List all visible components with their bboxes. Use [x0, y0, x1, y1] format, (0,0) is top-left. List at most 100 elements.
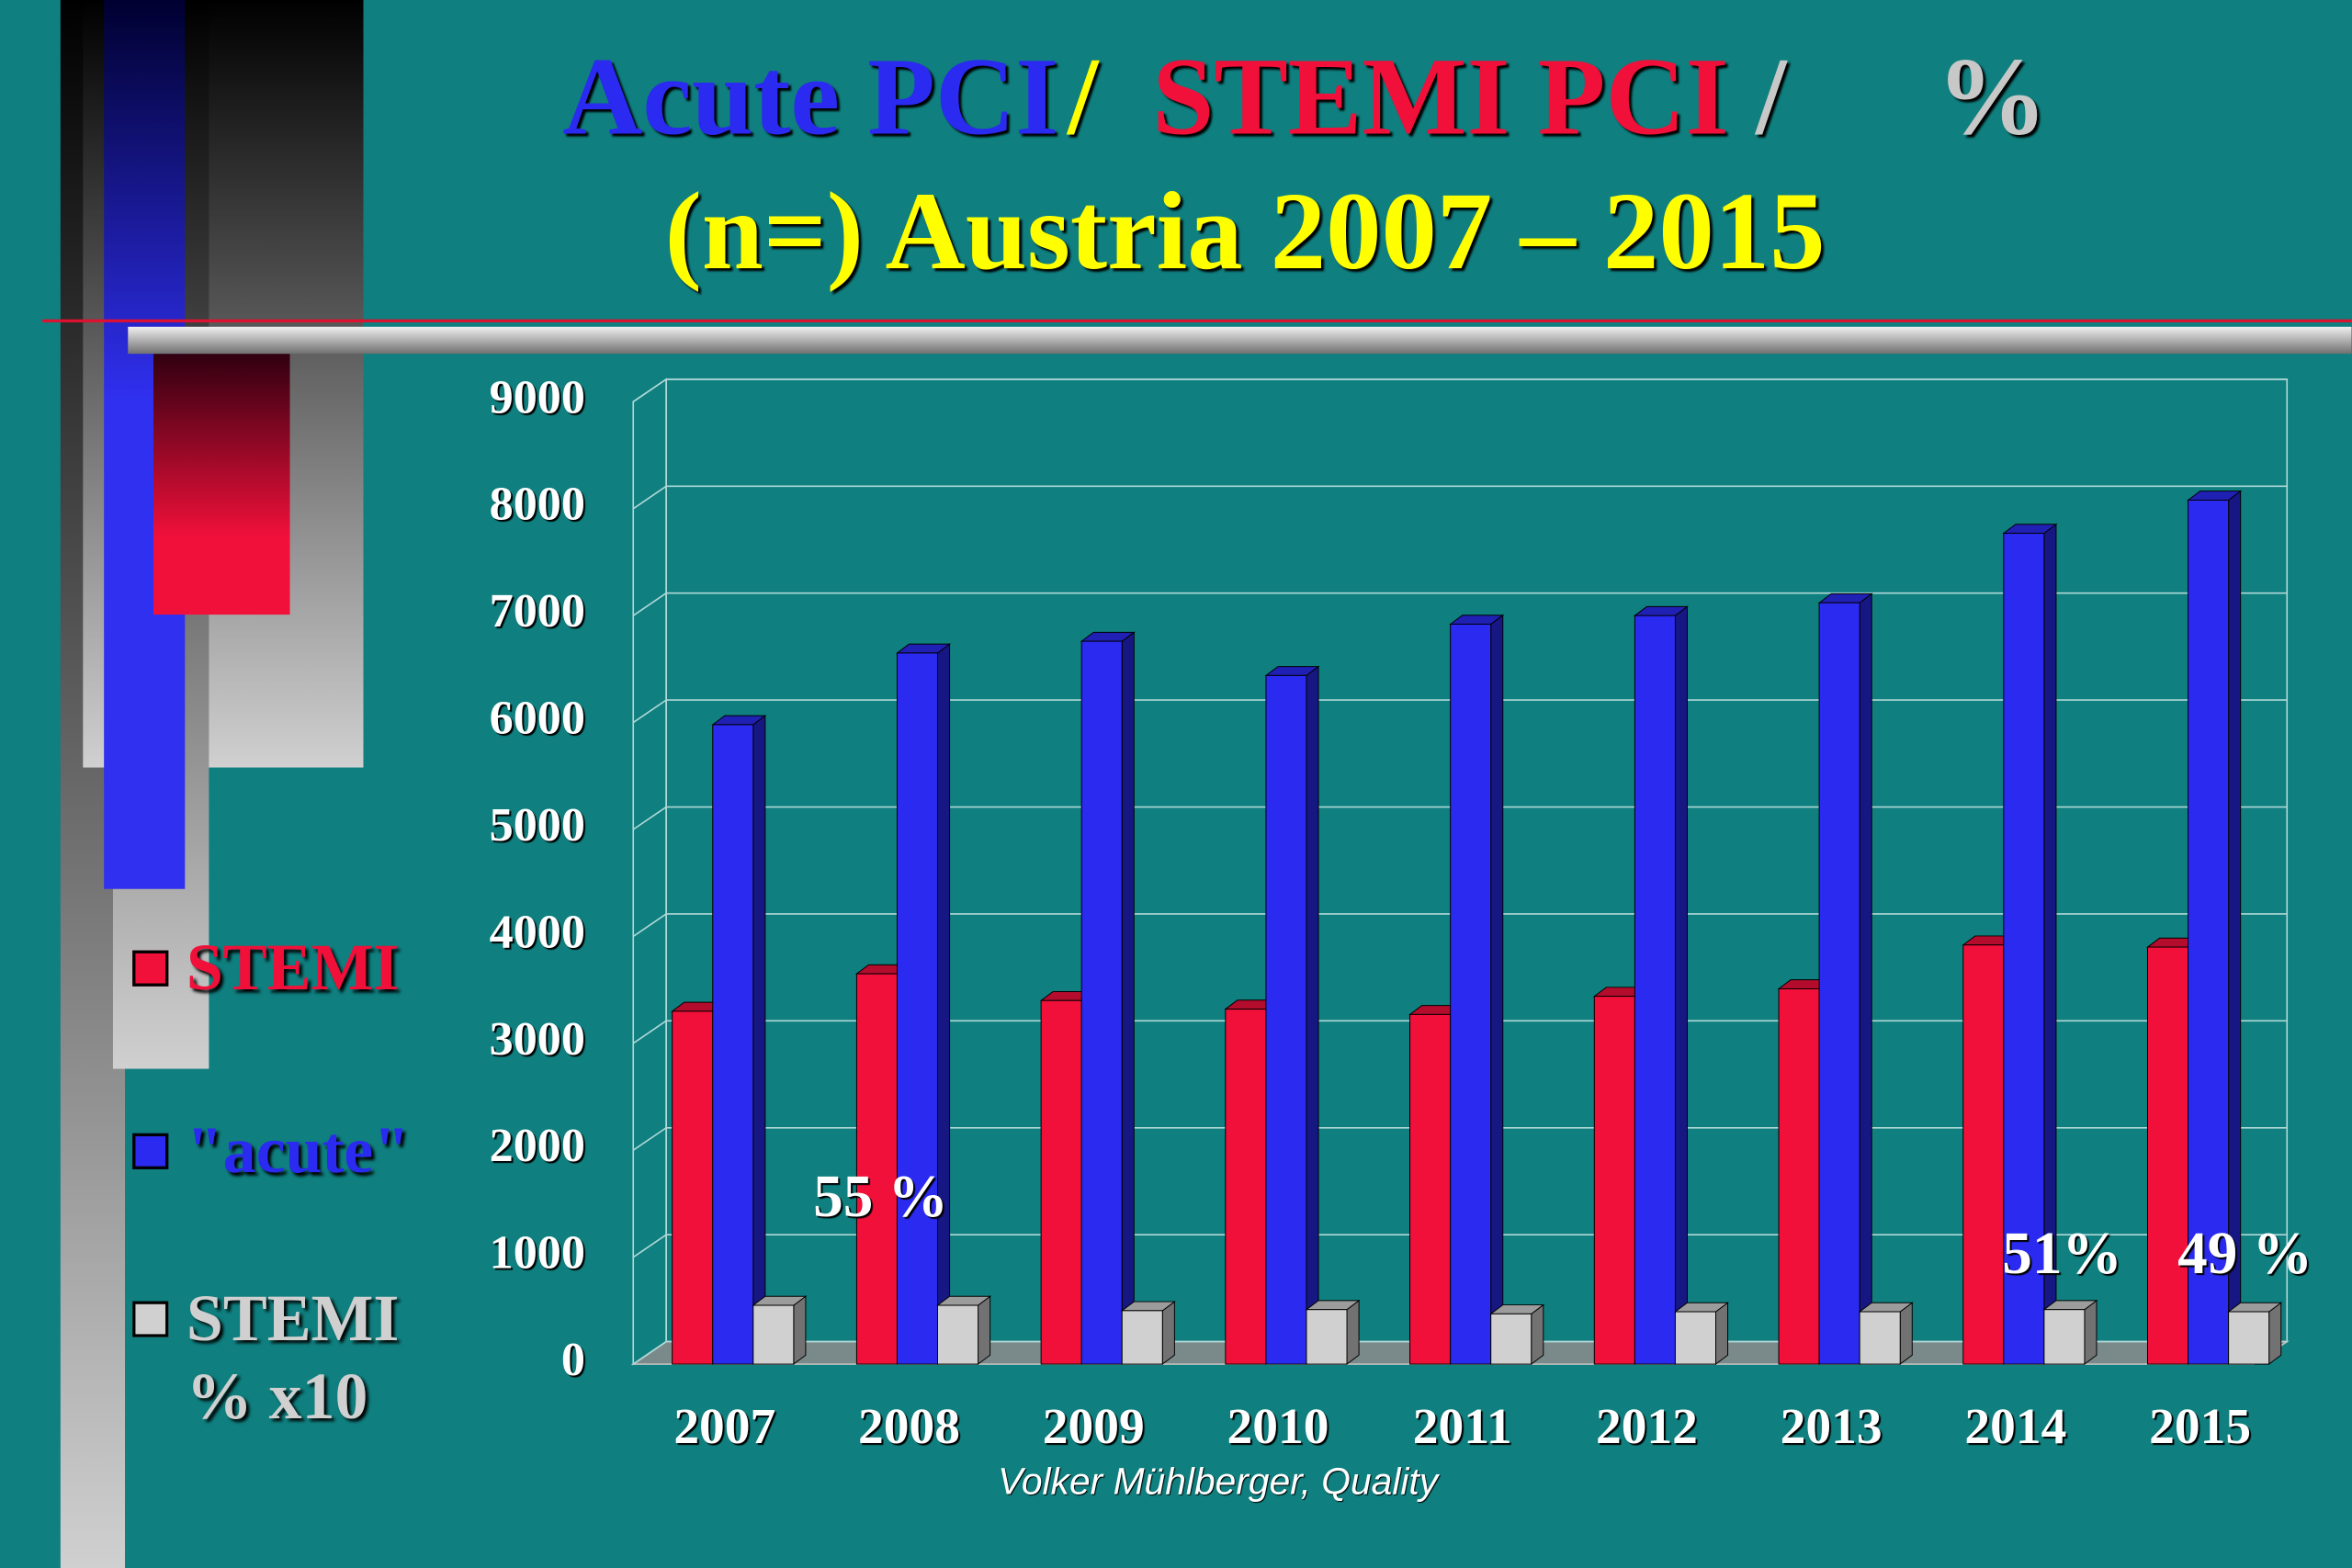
bar: [1265, 674, 1307, 1365]
bar-side: [1346, 1299, 1360, 1366]
legend-label: STEMI % x10: [186, 1281, 400, 1434]
grid-line-side: [632, 378, 667, 403]
bar-side: [2084, 1299, 2098, 1366]
legend-swatch: [132, 950, 169, 987]
bar: [1634, 615, 1676, 1365]
legend-swatch: [132, 1133, 169, 1169]
bar: [1040, 999, 1082, 1365]
y-tick-label: 6000: [490, 692, 585, 745]
bar-side: [793, 1295, 807, 1366]
grid-line-side: [632, 1020, 667, 1044]
bar: [2188, 499, 2230, 1365]
grid-line-side: [632, 1127, 667, 1151]
y-tick-label: 4000: [490, 905, 585, 958]
x-tick-label: 2010: [1227, 1399, 1329, 1455]
legend-swatch: [132, 1301, 169, 1337]
grid-line-side: [632, 592, 667, 616]
legend-box: STEMI "acute" STEMI % x10: [128, 930, 427, 1437]
bar: [1121, 1310, 1163, 1365]
chart-title: Acute PCI / STEMI PCI /%: [562, 35, 2047, 158]
x-tick-label: 2011: [1413, 1399, 1512, 1455]
bar: [2043, 1309, 2086, 1365]
y-tick-label: 9000: [490, 370, 585, 423]
bar-side: [1121, 631, 1135, 1366]
y-tick-label: 5000: [490, 798, 585, 852]
bar: [672, 1010, 714, 1365]
legend-label: "acute": [186, 1113, 411, 1188]
title-part: /: [1066, 35, 1100, 158]
y-tick-label: 8000: [490, 478, 585, 531]
bar-side: [1715, 1302, 1729, 1366]
legend-item: STEMI % x10: [128, 1280, 427, 1437]
bar-side: [1531, 1303, 1544, 1366]
y-tick-label: 1000: [490, 1226, 585, 1280]
bar: [1962, 944, 2005, 1365]
bar: [1409, 1013, 1452, 1365]
legend-item: STEMI: [128, 930, 427, 1008]
y-tick-label: 2000: [490, 1119, 585, 1172]
chart-subtitle: (n=) Austria 2007 – 2015: [665, 170, 1826, 293]
title-part: STEMI PCI: [1152, 35, 1728, 158]
title-part: %: [1937, 35, 2048, 158]
bar: [1490, 1313, 1532, 1365]
footer: Volker Mühlberger, Quality: [998, 1460, 1441, 1502]
bar-side: [1859, 592, 1872, 1366]
bar: [1674, 1311, 1716, 1365]
plot: 0 1000 2000 3000 4000 5000 6000 7000 8000 9000 200…: [490, 370, 2312, 1455]
rule-bar: [128, 326, 2352, 355]
bar: [712, 724, 754, 1365]
bar-side: [1899, 1302, 1913, 1366]
bar: [937, 1304, 979, 1365]
bar: [855, 973, 898, 1365]
legend-item: "acute": [128, 1112, 427, 1190]
bar: [896, 652, 939, 1365]
bar: [1080, 640, 1123, 1365]
bar-side: [1306, 665, 1319, 1366]
bar: [2228, 1311, 2270, 1365]
bar-side: [978, 1295, 991, 1366]
grid-line-side: [632, 1234, 667, 1258]
bar-side: [1490, 614, 1504, 1366]
x-tick-label: 2013: [1781, 1399, 1883, 1455]
grid-line-side: [632, 485, 667, 510]
bar-side: [937, 643, 951, 1366]
x-tick-label: 2015: [2149, 1399, 2251, 1455]
bar: [2003, 533, 2045, 1365]
decor-bar: [153, 354, 290, 615]
bar: [1593, 996, 1635, 1365]
x-tick-label: 2008: [858, 1399, 960, 1455]
legend-label: STEMI: [186, 931, 400, 1005]
grid-line-side: [632, 913, 667, 938]
title-part: /: [1754, 35, 1788, 158]
bar: [1225, 1009, 1267, 1365]
bar-side: [2268, 1302, 2282, 1366]
x-tick-label: 2009: [1043, 1399, 1145, 1455]
grid-line-side: [632, 699, 667, 724]
annotation: 51%: [2002, 1221, 2122, 1287]
bar: [1450, 624, 1492, 1365]
title-part: Acute PCI: [562, 35, 1058, 158]
grid-line-side: [632, 806, 667, 830]
x-tick-label: 2007: [673, 1399, 775, 1455]
x-tick-label: 2012: [1596, 1399, 1698, 1455]
bar: [1306, 1309, 1348, 1365]
y-tick-label: 0: [561, 1333, 585, 1386]
y-tick-label: 7000: [490, 584, 585, 637]
annotation: 49 %: [2177, 1221, 2312, 1287]
x-tick-label: 2014: [1964, 1399, 2066, 1455]
bar: [1778, 987, 1820, 1365]
legend: STEMI "acute" STEMI % x10: [128, 930, 427, 1437]
bar: [752, 1304, 795, 1365]
y-tick-label: 3000: [490, 1012, 585, 1066]
bar-side: [1161, 1301, 1175, 1366]
bar: [1818, 602, 1860, 1365]
bar: [2147, 946, 2189, 1365]
bar: [1859, 1311, 1901, 1365]
bar-side: [752, 715, 766, 1366]
annotation: 55 %: [813, 1164, 948, 1230]
bar-side: [1674, 605, 1688, 1366]
grid-line-side: [632, 1340, 667, 1365]
